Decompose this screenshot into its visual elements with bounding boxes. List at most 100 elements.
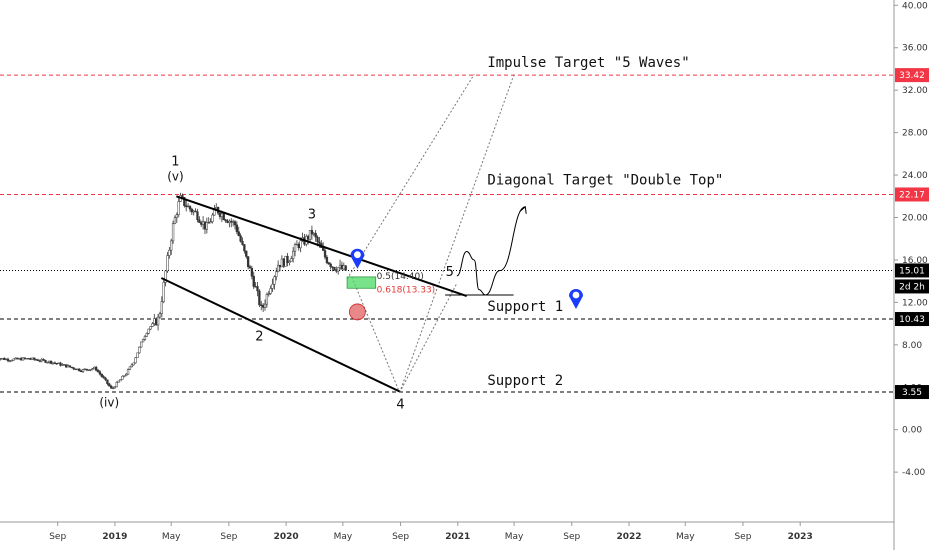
- x-axis[interactable]: Sep 2019 May Sep 2020 May Sep 2021 May Sep 2022 May…: [0, 521, 894, 542]
- wave-label: 3: [308, 208, 316, 223]
- candle-body: [190, 208, 193, 213]
- candle-body: [89, 369, 92, 371]
- candle-body: [19, 358, 23, 361]
- candle-body: [108, 383, 111, 387]
- candle-body: [258, 290, 261, 306]
- candle-body: [239, 235, 242, 242]
- horizontal-levels: [0, 74, 894, 393]
- candle-body: [218, 212, 222, 217]
- candle-body: [38, 360, 42, 362]
- x-tick-label: 2020: [274, 532, 299, 542]
- candle-body: [23, 357, 27, 359]
- candle-body: [121, 375, 124, 380]
- candle-body: [14, 357, 17, 360]
- candle-body: [95, 366, 98, 371]
- candle-body: [4, 358, 8, 361]
- candle-body: [203, 221, 207, 230]
- candle-body: [263, 303, 267, 308]
- candle-body: [327, 262, 330, 265]
- location-pin-icon: [350, 248, 365, 269]
- candle-body: [68, 365, 72, 368]
- candle-body: [85, 368, 88, 371]
- candle-body: [226, 220, 229, 223]
- candle-body: [119, 379, 122, 382]
- y-tick-label: -4.00: [902, 468, 926, 478]
- x-tick-label: Sep: [392, 532, 409, 542]
- candle-body: [280, 258, 284, 268]
- candle-body: [241, 241, 244, 245]
- candle-body: [40, 359, 43, 362]
- candle-body: [265, 294, 269, 305]
- x-tick-label: 2021: [445, 532, 470, 542]
- candle-body: [104, 377, 107, 381]
- candle-body: [194, 210, 197, 213]
- candle-body: [106, 379, 109, 385]
- candle-body: [1, 358, 4, 360]
- candle-body: [34, 359, 38, 361]
- trendlines: [160, 195, 527, 393]
- y-tick-label: 12.00: [902, 298, 928, 308]
- candle-body: [198, 219, 201, 223]
- x-tick-label: Sep: [734, 532, 751, 542]
- candle-body: [6, 358, 10, 361]
- candle-body: [256, 286, 259, 292]
- candle-body: [130, 364, 133, 368]
- candle-body: [96, 370, 100, 372]
- candle-body: [308, 230, 312, 240]
- candle-body: [0, 358, 2, 360]
- candle-body: [72, 367, 75, 370]
- candle-body: [271, 283, 274, 289]
- countdown-label: 2d 2h: [899, 282, 925, 292]
- candle-body: [136, 352, 139, 359]
- candle-body: [53, 362, 57, 364]
- candle-body: [307, 236, 310, 240]
- candle-body: [158, 313, 162, 318]
- candle-body: [316, 236, 319, 243]
- level-tag-label: 3.55: [902, 388, 922, 398]
- wave-label: 5: [446, 265, 454, 280]
- candle-body: [100, 373, 103, 377]
- y-axis[interactable]: -4.000.004.008.0012.0016.0020.0024.0028.…: [893, 0, 929, 550]
- candle-body: [42, 359, 45, 361]
- y-tick-label: 16.00: [902, 256, 928, 266]
- candle-body: [337, 267, 340, 272]
- candle-body: [83, 368, 87, 371]
- candle-body: [220, 213, 224, 217]
- level-tag: [895, 385, 929, 400]
- x-tick-label: Sep: [563, 532, 580, 542]
- candle-body: [338, 264, 342, 269]
- candle-body: [166, 255, 169, 272]
- candle-body: [224, 219, 227, 222]
- candle-body: [164, 270, 167, 283]
- candle-body: [312, 232, 315, 235]
- candle-body: [299, 240, 302, 249]
- candle-body: [261, 305, 265, 308]
- candle-body: [48, 360, 51, 363]
- x-tick-label: 2019: [102, 532, 127, 542]
- scenario-path: [456, 206, 526, 296]
- candle-body: [102, 376, 105, 379]
- candle-body: [310, 230, 314, 235]
- candle-body: [192, 210, 195, 213]
- x-tick-label: 2023: [788, 532, 813, 542]
- candle-body: [162, 282, 165, 302]
- red-zone-circle: [349, 303, 366, 321]
- candle-body: [10, 360, 13, 362]
- candle-body: [342, 265, 345, 270]
- candle-body: [269, 288, 272, 294]
- fib-zone: [346, 276, 377, 289]
- candle-body: [273, 276, 276, 285]
- annotation-text: Impulse Target "5 Waves": [487, 55, 689, 71]
- candle-body: [59, 362, 62, 366]
- candle-body: [98, 371, 102, 375]
- candle-body: [156, 316, 160, 326]
- candle-body: [322, 247, 325, 251]
- wave-label: 4: [396, 397, 404, 412]
- candle-body: [91, 368, 94, 370]
- y-tick-label: 40.00: [902, 1, 928, 11]
- candle-body: [207, 222, 210, 224]
- x-tick-label: May: [505, 532, 524, 542]
- channel-line: [399, 283, 458, 393]
